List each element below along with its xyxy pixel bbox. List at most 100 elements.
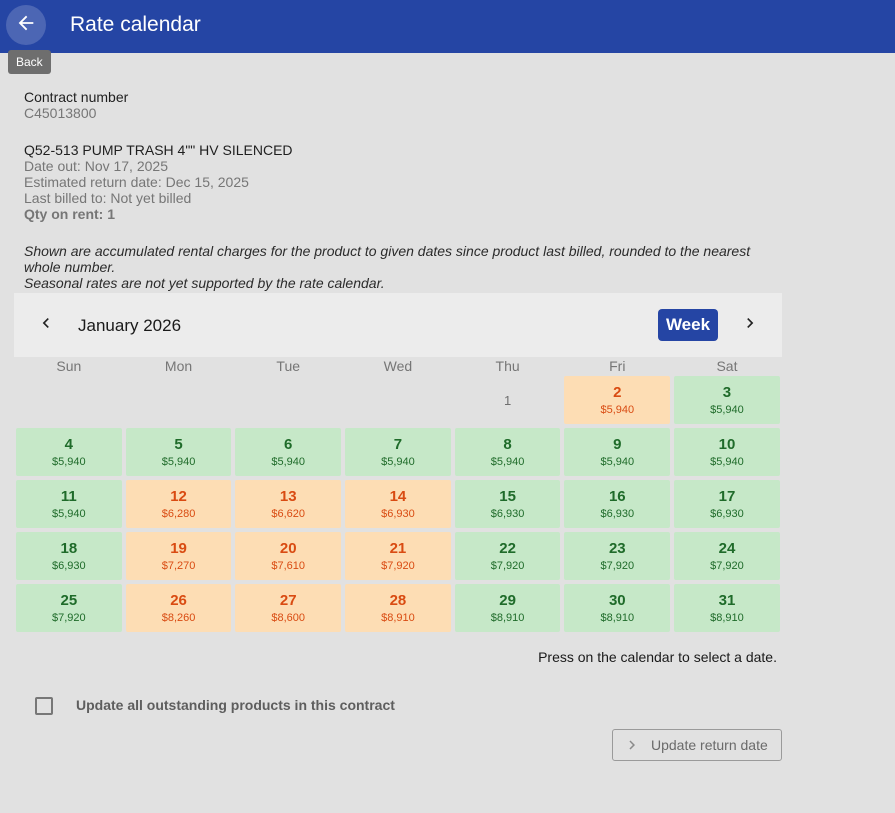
calendar-day-cell[interactable]: 10 $5,940 [672, 427, 782, 479]
calendar-day-number: 3 [722, 383, 732, 401]
calendar-day-inner[interactable]: 24 $7,920 [674, 532, 780, 580]
calendar-day-cell[interactable]: 9 $5,940 [562, 427, 672, 479]
calendar-day-cell[interactable]: 25 $7,920 [14, 583, 124, 635]
rate-note: Shown are accumulated rental charges for… [24, 243, 784, 291]
calendar-day-cell[interactable]: 22 $7,920 [453, 531, 563, 583]
calendar-week-row: 18 $6,930 19 $7,270 20 $7,610 21 $7,920 22 $7,920… [14, 531, 782, 583]
calendar-weeks: 1 2 $5,940 3 $5,940 4 $5,940 5 $5,940 6 $5,940 7 $5,… [14, 375, 782, 635]
calendar-day-inner[interactable]: 14 $6,930 [345, 480, 451, 528]
calendar-day-inner[interactable]: 11 $5,940 [16, 480, 122, 528]
back-tooltip: Back [8, 50, 51, 74]
weekday-label: Fri [609, 358, 626, 374]
calendar-day-cell[interactable]: 19 $7,270 [124, 531, 234, 583]
week-view-button[interactable]: Week [658, 309, 718, 341]
calendar-day-price: $7,920 [381, 559, 415, 572]
calendar-day-inner[interactable]: 22 $7,920 [454, 532, 561, 580]
calendar-empty-cell [14, 375, 124, 427]
calendar-day-cell[interactable]: 27 $8,600 [233, 583, 343, 635]
calendar-day-inner[interactable]: 10 $5,940 [674, 428, 780, 476]
calendar-day-number: 15 [499, 487, 516, 505]
calendar-day-inner[interactable]: 16 $6,930 [564, 480, 671, 528]
last-billed: Last billed to: Not yet billed [24, 190, 192, 206]
calendar-day-inner[interactable]: 7 $5,940 [345, 428, 451, 476]
calendar-day-inner[interactable]: 2 $5,940 [564, 376, 671, 424]
calendar-day-price: $6,930 [710, 507, 744, 520]
product-name: Q52-513 PUMP TRASH 4"" HV SILENCED [24, 142, 293, 158]
calendar-grid: Sun Mon Tue Wed Thu Fri Sat 1 2 $5,940 3 $5,… [14, 357, 782, 635]
calendar-day-number: 26 [170, 591, 187, 609]
calendar-day-inner[interactable]: 25 $7,920 [16, 584, 122, 632]
calendar-day-inner[interactable]: 3 $5,940 [674, 376, 780, 424]
update-all-label[interactable]: Update all outstanding products in this … [76, 697, 395, 713]
calendar-day-cell[interactable]: 18 $6,930 [14, 531, 124, 583]
calendar-day-inner[interactable]: 31 $8,910 [674, 584, 780, 632]
calendar-day-inner[interactable]: 18 $6,930 [16, 532, 122, 580]
calendar-day-price: $6,930 [381, 507, 415, 520]
calendar-day-inner[interactable]: 5 $5,940 [125, 428, 232, 476]
calendar-day-cell[interactable]: 3 $5,940 [672, 375, 782, 427]
calendar-day-cell[interactable]: 24 $7,920 [672, 531, 782, 583]
prev-month-button[interactable] [34, 313, 58, 337]
calendar-day-inner[interactable]: 15 $6,930 [454, 480, 561, 528]
calendar-day-inner[interactable]: 29 $8,910 [454, 584, 561, 632]
calendar-day-cell[interactable]: 29 $8,910 [453, 583, 563, 635]
calendar-day-inner[interactable]: 9 $5,940 [564, 428, 671, 476]
calendar-day-inner[interactable]: 26 $8,260 [125, 584, 232, 632]
calendar-day-number: 16 [608, 487, 626, 505]
calendar-day-cell[interactable]: 16 $6,930 [562, 479, 672, 531]
calendar-week-row: 25 $7,920 26 $8,260 27 $8,600 28 $8,910 29 $8,910… [14, 583, 782, 635]
calendar-day-inner[interactable]: 8 $5,940 [454, 428, 561, 476]
update-return-date-button[interactable]: Update return date [612, 729, 782, 761]
calendar-day-cell[interactable]: 1 [453, 375, 563, 427]
next-month-button[interactable] [738, 313, 762, 337]
calendar-day-inner[interactable]: 21 $7,920 [345, 532, 451, 580]
calendar-day-cell[interactable]: 20 $7,610 [233, 531, 343, 583]
calendar-day-price: $5,940 [52, 455, 86, 468]
calendar-day-inner[interactable]: 6 $5,940 [235, 428, 342, 476]
calendar-day-cell[interactable]: 30 $8,910 [562, 583, 672, 635]
calendar-day-cell[interactable]: 31 $8,910 [672, 583, 782, 635]
calendar-day-cell[interactable]: 7 $5,940 [343, 427, 453, 479]
rate-note-line2: Seasonal rates are not yet supported by … [24, 275, 385, 291]
calendar-day-cell[interactable]: 12 $6,280 [124, 479, 234, 531]
calendar-day-cell[interactable]: 23 $7,920 [562, 531, 672, 583]
calendar-day-cell[interactable]: 14 $6,930 [343, 479, 453, 531]
calendar-day-cell[interactable]: 26 $8,260 [124, 583, 234, 635]
calendar-day-cell[interactable]: 6 $5,940 [233, 427, 343, 479]
calendar-day-inner[interactable]: 23 $7,920 [564, 532, 671, 580]
calendar-day-price: $8,260 [161, 611, 196, 624]
calendar-day-inner[interactable]: 30 $8,910 [564, 584, 671, 632]
calendar-day-price: $5,940 [52, 507, 86, 520]
calendar-day-inner[interactable]: 19 $7,270 [125, 532, 232, 580]
calendar-day-cell[interactable]: 21 $7,920 [343, 531, 453, 583]
arrow-left-icon [15, 12, 37, 39]
calendar-day-number: 19 [170, 539, 187, 557]
calendar-day-inner[interactable]: 20 $7,610 [235, 532, 342, 580]
calendar-day-price: $6,930 [490, 507, 525, 520]
calendar-day-cell[interactable]: 28 $8,910 [343, 583, 453, 635]
contract-number-label: Contract number [24, 89, 129, 105]
calendar-day-cell[interactable]: 4 $5,940 [14, 427, 124, 479]
calendar-day-cell[interactable]: 13 $6,620 [233, 479, 343, 531]
calendar-day-price: $5,940 [710, 455, 744, 468]
calendar-day-price: $6,280 [161, 507, 196, 520]
calendar-day-inner[interactable]: 1 [455, 376, 561, 424]
calendar-day-inner[interactable]: 27 $8,600 [235, 584, 342, 632]
calendar-day-inner[interactable]: 13 $6,620 [235, 480, 342, 528]
calendar-day-inner[interactable]: 17 $6,930 [674, 480, 780, 528]
calendar-day-cell[interactable]: 2 $5,940 [562, 375, 672, 427]
calendar-day-cell[interactable]: 11 $5,940 [14, 479, 124, 531]
calendar-day-cell[interactable]: 17 $6,930 [672, 479, 782, 531]
calendar-day-inner[interactable]: 28 $8,910 [345, 584, 451, 632]
app-bar: Rate calendar [0, 0, 895, 53]
calendar-day-cell[interactable]: 5 $5,940 [124, 427, 234, 479]
update-all-checkbox[interactable] [35, 697, 53, 715]
calendar-day-inner[interactable]: 12 $6,280 [125, 480, 232, 528]
calendar-day-number: 31 [718, 591, 736, 609]
calendar-day-cell[interactable]: 15 $6,930 [453, 479, 563, 531]
back-button[interactable] [6, 5, 46, 45]
update-return-date-label: Update return date [651, 737, 768, 753]
calendar-day-cell[interactable]: 8 $5,940 [453, 427, 563, 479]
calendar-day-number: 2 [613, 383, 622, 401]
calendar-day-inner[interactable]: 4 $5,940 [16, 428, 122, 476]
